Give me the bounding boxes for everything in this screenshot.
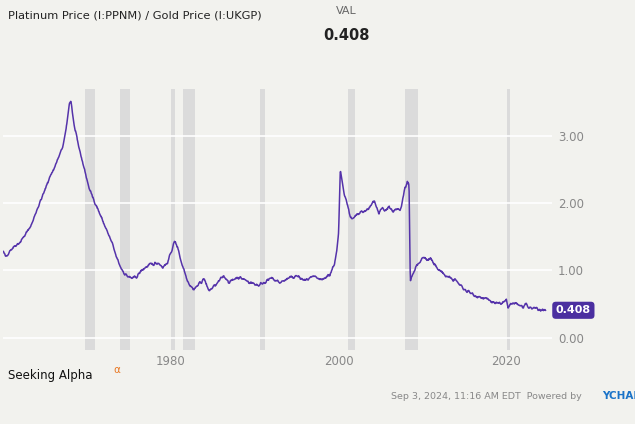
Bar: [85, 89, 95, 350]
Text: VAL: VAL: [336, 6, 356, 17]
Bar: [184, 89, 194, 350]
Text: 0.408: 0.408: [323, 28, 370, 42]
Bar: [171, 89, 175, 350]
Bar: [120, 89, 130, 350]
Text: 0.408: 0.408: [556, 305, 591, 315]
Text: α: α: [113, 365, 120, 375]
Text: YCHARTS: YCHARTS: [602, 391, 635, 401]
Bar: [349, 89, 355, 350]
Text: Platinum Price (I:PPNM) / Gold Price (I:UKGP): Platinum Price (I:PPNM) / Gold Price (I:…: [8, 11, 261, 21]
Text: Seeking Alpha: Seeking Alpha: [8, 368, 92, 382]
Text: Sep 3, 2024, 11:16 AM EDT  Powered by: Sep 3, 2024, 11:16 AM EDT Powered by: [391, 392, 584, 401]
Bar: [405, 89, 418, 350]
Bar: [507, 89, 510, 350]
Bar: [260, 89, 265, 350]
